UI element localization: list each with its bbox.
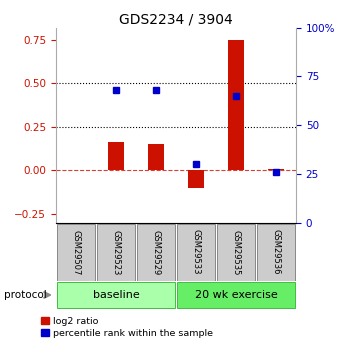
- Bar: [108, 142, 124, 170]
- Text: GSM29536: GSM29536: [271, 229, 280, 275]
- FancyBboxPatch shape: [217, 224, 255, 280]
- Bar: [148, 144, 164, 170]
- Text: GSM29535: GSM29535: [231, 229, 240, 275]
- Text: GSM29529: GSM29529: [152, 229, 161, 275]
- FancyBboxPatch shape: [57, 224, 95, 280]
- Text: GSM29507: GSM29507: [71, 229, 81, 275]
- Bar: [228, 40, 244, 170]
- Text: protocol: protocol: [4, 290, 46, 300]
- FancyBboxPatch shape: [177, 224, 215, 280]
- FancyBboxPatch shape: [177, 282, 295, 308]
- Title: GDS2234 / 3904: GDS2234 / 3904: [119, 12, 233, 27]
- Bar: [268, 169, 284, 170]
- Legend: log2 ratio, percentile rank within the sample: log2 ratio, percentile rank within the s…: [41, 317, 213, 338]
- Text: baseline: baseline: [92, 290, 139, 300]
- Bar: [188, 170, 204, 188]
- FancyBboxPatch shape: [257, 224, 295, 280]
- Text: GSM29533: GSM29533: [191, 229, 200, 275]
- FancyBboxPatch shape: [137, 224, 175, 280]
- Text: GSM29523: GSM29523: [112, 229, 121, 275]
- FancyBboxPatch shape: [97, 224, 135, 280]
- FancyBboxPatch shape: [57, 282, 175, 308]
- Text: 20 wk exercise: 20 wk exercise: [195, 290, 277, 300]
